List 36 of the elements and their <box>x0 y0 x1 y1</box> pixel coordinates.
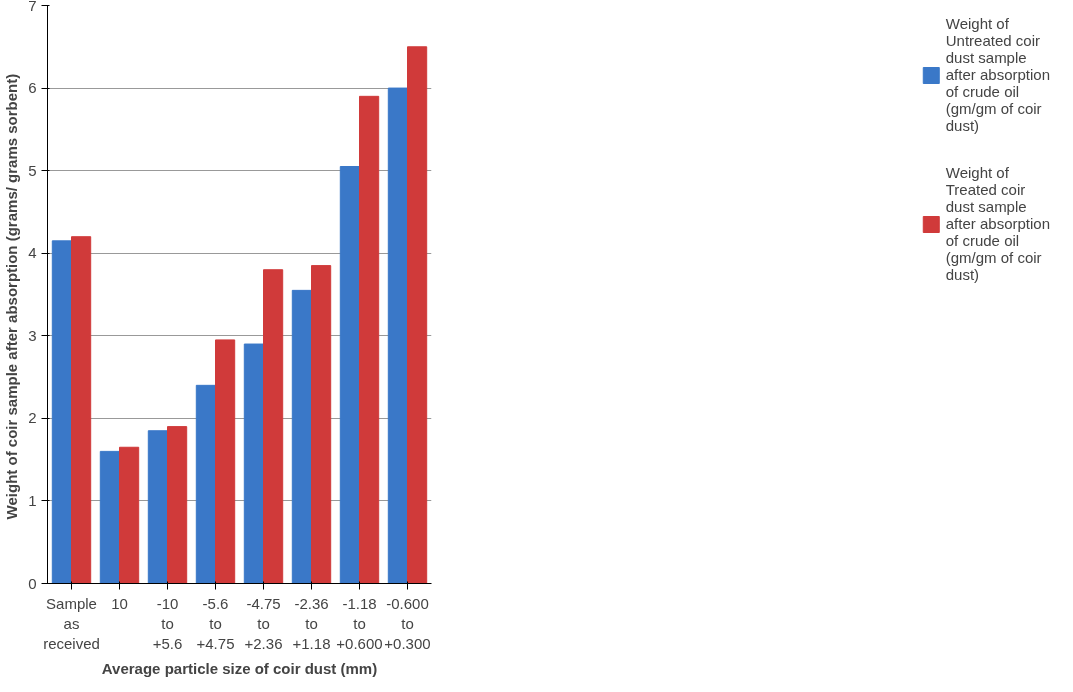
bar <box>99 450 120 584</box>
y-axis-title: Weight of coir sample after absorption (grams/ grams sorbent) <box>3 73 21 520</box>
y-tick-label: 0 <box>28 574 37 592</box>
x-tick-label: -0.600 to +0.300 <box>384 594 431 653</box>
x-tick-label: -4.75 to +2.36 <box>244 594 283 653</box>
y-tick-label: 6 <box>28 79 37 97</box>
y-tick-label: 3 <box>28 326 37 344</box>
bar <box>339 166 360 584</box>
bar <box>243 343 264 584</box>
bar <box>147 430 168 584</box>
y-tick-label: 5 <box>28 161 37 179</box>
x-tick-label: -5.6 to +4.75 <box>196 594 235 653</box>
bar <box>195 384 216 584</box>
bar <box>71 236 92 584</box>
x-tick-label: -2.36 to +1.18 <box>292 594 331 653</box>
x-axis-title: Average particle size of coir dust (mm) <box>101 660 378 678</box>
y-tick-label: 7 <box>28 0 37 14</box>
x-tick-label: -1.18 to +0.600 <box>336 594 383 653</box>
legend-label: Weight of Untreated coir dust sample after absorption of crude oil (gm/gm of coir dust) <box>945 15 1050 134</box>
y-tick-label: 2 <box>28 409 37 427</box>
x-tick-label: 10 <box>111 594 128 612</box>
bar <box>311 265 332 584</box>
bar <box>51 240 72 584</box>
bar <box>215 339 236 584</box>
bar <box>167 426 188 584</box>
y-tick-label: 1 <box>28 491 37 509</box>
legend-label: Weight of Treated coir dust sample after absorption of crude oil (gm/gm of coir dust) <box>945 164 1050 283</box>
bar <box>407 46 428 584</box>
bar <box>263 269 284 584</box>
bar <box>119 446 140 584</box>
x-tick-label: Sample as received <box>43 594 100 653</box>
bar <box>291 289 312 584</box>
bar <box>359 95 380 584</box>
y-tick-label: 4 <box>28 244 37 262</box>
bar <box>387 87 408 584</box>
x-tick-label: -10 to +5.6 <box>152 594 183 653</box>
